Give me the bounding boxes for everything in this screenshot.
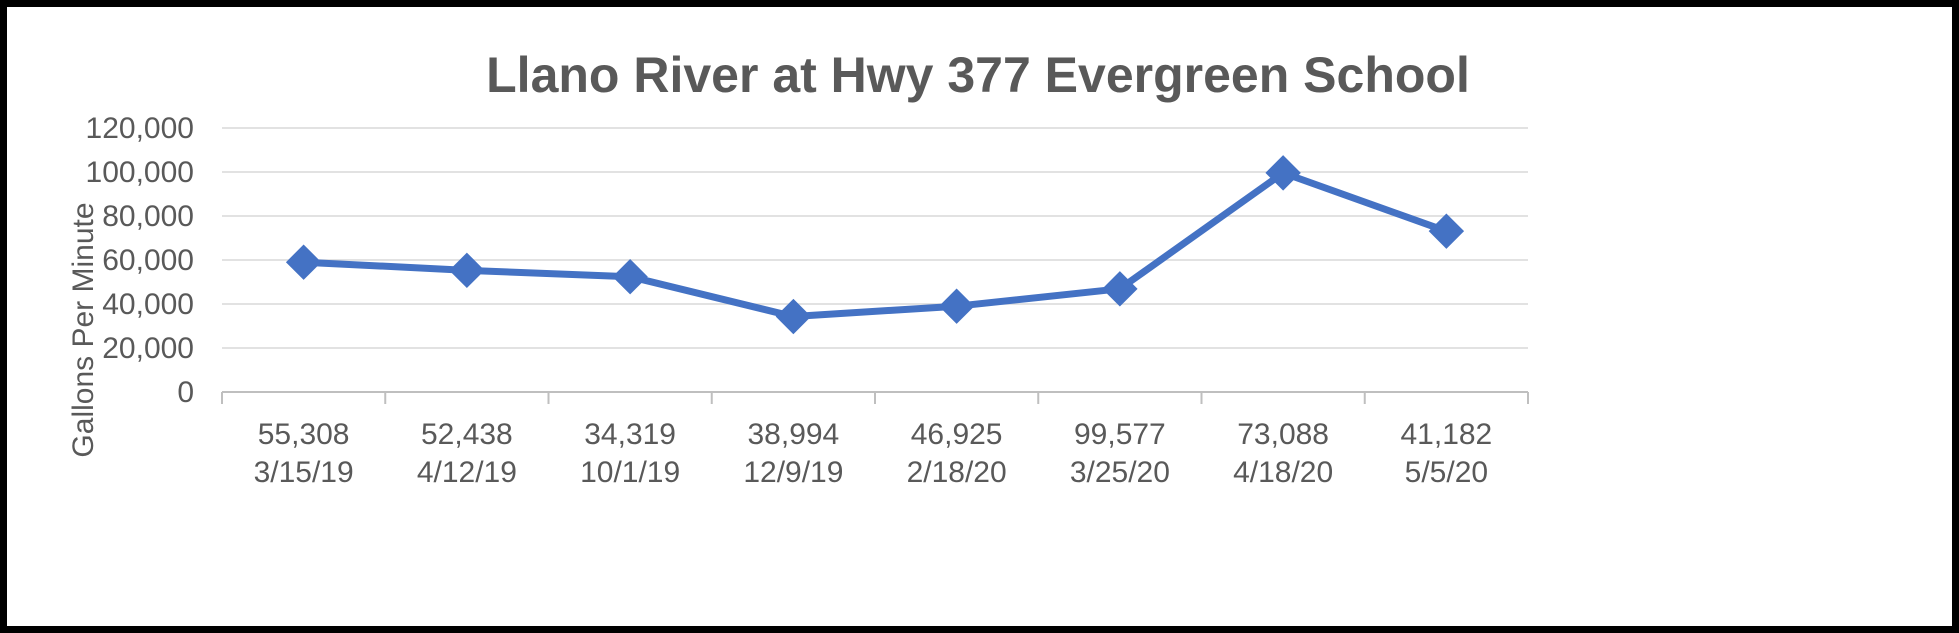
data-point-marker	[938, 288, 975, 324]
x-tick-label-date: 3/15/19	[254, 456, 354, 489]
x-tick-label-date: 4/18/20	[1233, 456, 1333, 489]
x-tick-label-date: 3/25/20	[1070, 456, 1170, 489]
x-tick-label-value: 55,308	[258, 418, 350, 451]
chart-title: Llano River at Hwy 377 Evergreen School	[486, 47, 1470, 103]
x-tick-label-date: 4/12/19	[417, 456, 517, 489]
y-axis-label: Gallons Per Minute	[67, 202, 100, 457]
data-point-marker	[612, 259, 648, 295]
x-tick-label-date: 2/18/20	[907, 456, 1007, 489]
data-point-marker	[1265, 155, 1301, 191]
y-tick-label: 120,000	[86, 112, 194, 145]
y-tick-label: 60,000	[102, 244, 194, 277]
x-tick-label-value: 41,182	[1400, 418, 1492, 451]
x-tick-label-value: 46,925	[911, 418, 1003, 451]
series-line	[300, 169, 1450, 321]
x-tick-label-value: 38,994	[747, 418, 839, 451]
y-tick-label: 20,000	[102, 332, 194, 365]
y-tick-label: 40,000	[102, 288, 194, 321]
x-tick-label-date: 5/5/20	[1405, 456, 1488, 489]
data-point-marker	[775, 298, 812, 335]
y-tick-label: 0	[177, 376, 194, 409]
data-point-marker	[285, 244, 322, 280]
x-tick-label-value: 73,088	[1237, 418, 1329, 451]
y-tick-label: 100,000	[86, 156, 194, 189]
data-point-marker	[1428, 213, 1465, 249]
x-tick-label-value: 99,577	[1074, 418, 1166, 451]
x-tick-label-value: 52,438	[421, 418, 513, 451]
x-tick-label-value: 34,319	[584, 418, 676, 451]
x-tick-label-date: 10/1/19	[580, 456, 680, 489]
data-point-marker	[449, 252, 485, 289]
x-axis: 55,308 3/15/19 52,438 4/12/19 34,319 10/1/19 3…	[221, 392, 1529, 489]
y-tick-label: 80,000	[102, 200, 194, 233]
series-group	[285, 155, 1465, 335]
y-tick-labels: 0 20,000 40,000 60,000 80,000 100,000 120,000	[86, 112, 194, 409]
data-point-marker	[1102, 271, 1138, 307]
x-tick-label-date: 12/9/19	[743, 456, 843, 489]
gridlines	[222, 127, 1528, 393]
